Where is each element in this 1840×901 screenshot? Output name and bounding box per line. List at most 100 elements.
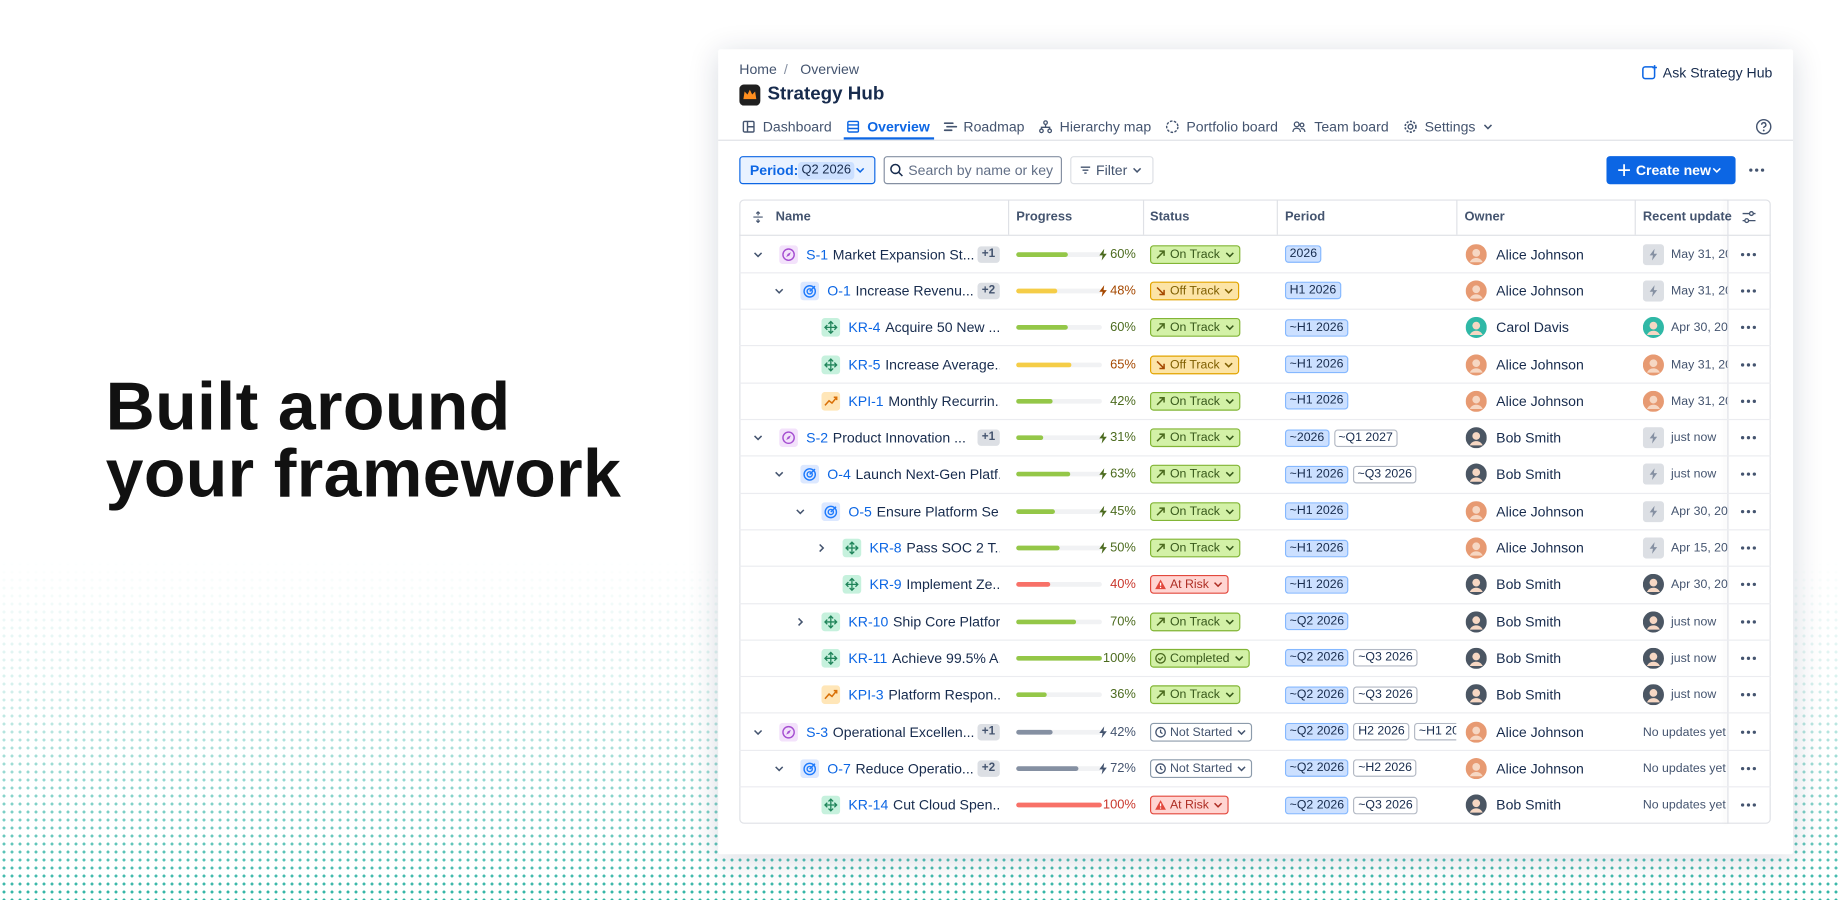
row-actions[interactable] <box>1740 362 1756 367</box>
status-lozenge[interactable]: Off Track <box>1150 281 1240 301</box>
row-actions[interactable] <box>1740 399 1756 404</box>
row-actions[interactable] <box>1740 619 1756 624</box>
row-toggle[interactable] <box>816 542 828 554</box>
status-lozenge[interactable]: Not Started <box>1150 759 1253 778</box>
status-lozenge[interactable]: Off Track <box>1150 355 1240 374</box>
row-actions[interactable] <box>1740 289 1756 294</box>
period-chip[interactable]: ~Q2 2026 <box>1284 759 1349 778</box>
status-lozenge[interactable]: At Risk <box>1150 575 1229 595</box>
row-actions[interactable] <box>1740 436 1756 441</box>
period-chip[interactable]: ~H1 2027 <box>1414 722 1457 741</box>
column-header[interactable]: Owner <box>1464 210 1505 225</box>
status-lozenge[interactable]: On Track <box>1150 318 1240 338</box>
item-title[interactable]: O-7 Reduce Operatio... <box>827 759 976 778</box>
column-header[interactable]: Progress <box>1016 210 1073 225</box>
column-header[interactable]: Status <box>1150 210 1190 225</box>
nav-tab[interactable]: Roadmap <box>963 118 1025 135</box>
item-title[interactable]: O-1 Increase Revenu... <box>827 282 976 301</box>
period-chip[interactable]: ~H1 2026 <box>1284 355 1349 374</box>
column-header[interactable]: Period <box>1284 210 1326 225</box>
row-toggle[interactable] <box>773 763 785 775</box>
item-title[interactable]: KR-9 Implement Ze... <box>870 575 1000 594</box>
expand-all[interactable] <box>752 211 764 223</box>
period-chip[interactable]: H2 2026 <box>1353 722 1410 741</box>
item-title[interactable]: S-3 Operational Excellen... <box>806 722 976 741</box>
nav-tab[interactable]: Dashboard <box>762 118 832 135</box>
row-actions[interactable] <box>1740 472 1756 477</box>
column-header[interactable]: Recent update <box>1642 210 1732 225</box>
column-settings[interactable] <box>1741 210 1756 224</box>
item-title[interactable]: KR-11 Achieve 99.5% A... <box>848 649 999 668</box>
row-toggle[interactable] <box>773 285 785 297</box>
row-actions[interactable] <box>1740 693 1756 698</box>
ask-button[interactable]: Ask Strategy Hub <box>1662 64 1773 81</box>
row-actions[interactable] <box>1740 509 1756 514</box>
row-toggle[interactable] <box>752 248 764 260</box>
period-chip[interactable]: ~Q2 2026 <box>1284 722 1349 741</box>
item-title[interactable]: KR-10 Ship Core Platfor... <box>848 612 999 631</box>
item-title[interactable]: S-2 Product Innovation ... <box>806 428 976 447</box>
status-lozenge[interactable]: On Track <box>1150 465 1240 484</box>
period-chip[interactable]: ~Q3 2026 <box>1352 465 1417 484</box>
breadcrumb-link[interactable]: Home <box>739 61 777 78</box>
search-box[interactable] <box>883 156 1062 185</box>
nav-tab[interactable]: Overview <box>867 118 930 135</box>
row-toggle[interactable] <box>752 432 764 444</box>
status-lozenge[interactable]: On Track <box>1150 244 1240 264</box>
period-chip[interactable]: ~H1 2026 <box>1284 539 1349 557</box>
status-lozenge[interactable]: On Track <box>1150 685 1240 705</box>
item-title[interactable]: O-4 Launch Next-Gen Platf... <box>827 465 1000 484</box>
nav-tab[interactable]: Hierarchy map <box>1059 118 1152 135</box>
nav-tab[interactable]: Portfolio board <box>1186 118 1278 135</box>
row-toggle[interactable] <box>794 505 806 517</box>
row-actions[interactable] <box>1740 252 1756 257</box>
row-toggle[interactable] <box>773 469 785 481</box>
nav-tab[interactable]: Settings <box>1424 118 1476 135</box>
period-chip[interactable]: ~H1 2026 <box>1284 318 1349 337</box>
period-chip[interactable]: ~Q3 2026 <box>1353 796 1418 814</box>
item-title[interactable]: KR-14 Cut Cloud Spen... <box>848 796 999 815</box>
row-actions[interactable] <box>1740 325 1756 330</box>
period-chip[interactable]: H1 2026 <box>1284 282 1341 300</box>
item-title[interactable]: S-1 Market Expansion St... <box>806 245 976 264</box>
status-lozenge[interactable]: On Track <box>1150 538 1240 558</box>
settings-chevron[interactable] <box>1482 121 1494 133</box>
status-lozenge[interactable]: Completed <box>1150 648 1250 668</box>
row-actions[interactable] <box>1740 656 1756 661</box>
help-button[interactable] <box>1755 118 1772 135</box>
item-title[interactable]: KR-5 Increase Average... <box>848 355 999 374</box>
status-lozenge[interactable]: At Risk <box>1150 795 1229 815</box>
item-title[interactable]: O-5 Ensure Platform Se... <box>848 502 999 521</box>
item-title[interactable]: KR-8 Pass SOC 2 T... <box>870 539 1000 558</box>
period-chip[interactable]: 2026 <box>1284 245 1322 264</box>
row-toggle[interactable] <box>794 616 806 628</box>
filter-button[interactable] <box>1070 156 1154 185</box>
more-button[interactable] <box>1748 168 1765 173</box>
column-header[interactable]: Name <box>775 210 811 225</box>
status-lozenge[interactable]: On Track <box>1150 612 1240 631</box>
period-chip[interactable]: ~Q2 2026 <box>1284 612 1349 631</box>
period-chip[interactable]: ~2026 <box>1284 429 1329 447</box>
period-chip[interactable]: ~H1 2026 <box>1284 502 1349 521</box>
row-actions[interactable] <box>1740 582 1756 587</box>
item-title[interactable]: KPI-3 Platform Respon... <box>848 686 999 705</box>
row-actions[interactable] <box>1740 729 1756 734</box>
period-chip[interactable]: ~Q2 2026 <box>1284 686 1349 704</box>
row-actions[interactable] <box>1740 803 1756 808</box>
period-chip[interactable]: ~H1 2026 <box>1284 465 1349 484</box>
period-chip[interactable]: ~Q2 2026 <box>1284 796 1349 814</box>
breadcrumb-link[interactable]: Overview <box>800 61 859 78</box>
status-lozenge[interactable]: On Track <box>1150 501 1240 521</box>
item-title[interactable]: KR-4 Acquire 50 New ... <box>848 318 999 337</box>
period-chip[interactable]: ~H1 2026 <box>1284 575 1349 594</box>
status-lozenge[interactable]: On Track <box>1150 391 1240 411</box>
nav-tab[interactable]: Team board <box>1314 118 1389 135</box>
period-chip[interactable]: ~Q1 2027 <box>1333 429 1398 447</box>
item-title[interactable]: KPI-1 Monthly Recurrin... <box>848 392 999 411</box>
row-actions[interactable] <box>1740 546 1756 551</box>
period-chip[interactable]: ~Q3 2026 <box>1353 686 1418 704</box>
period-chip[interactable]: ~H2 2026 <box>1353 759 1417 778</box>
row-toggle[interactable] <box>752 726 764 738</box>
period-chip[interactable]: ~Q3 2026 <box>1353 649 1418 668</box>
period-chip[interactable]: ~H1 2026 <box>1284 392 1349 410</box>
